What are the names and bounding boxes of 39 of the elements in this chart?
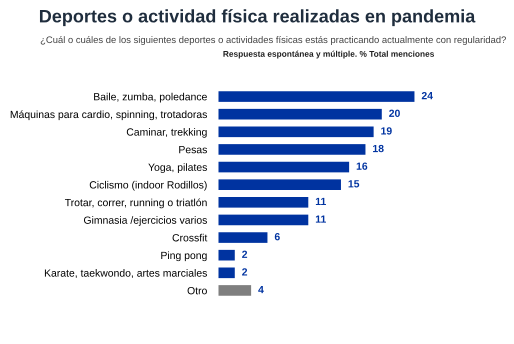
y-tick-label: Otro [188,286,207,294]
bar [218,197,308,208]
bar [218,232,268,243]
bar [218,179,341,190]
data-label: 15 [348,180,360,188]
data-label: 2 [242,268,248,276]
data-label: 19 [381,127,392,135]
y-tick-label: Pesas [179,146,207,154]
y-tick-label: Gimnasia /ejercicios varios [84,216,207,226]
chart-title: Deportes o actividad física realizadas en pandemia [40,9,476,26]
data-label: 11 [316,198,326,206]
bar [218,250,235,260]
data-label: 6 [274,232,280,240]
bar [218,268,235,278]
bar [218,108,382,120]
data-label: 11 [316,215,326,223]
bar [218,91,414,102]
bar [218,285,252,296]
y-tick-label: Yoga, pilates [148,163,207,173]
data-label: 24 [422,92,433,100]
y-tick-label: Máquinas para cardio, spinning, trotadoras [10,110,207,120]
y-tick-label: Karate, taekwondo, artes marciales [44,269,207,278]
data-label: 20 [389,110,400,117]
data-label: 2 [242,250,248,258]
bar [218,126,374,138]
bar [218,162,350,172]
bar [218,144,366,155]
y-tick-label: Ping pong [161,251,207,262]
y-tick-label: Trotar, correr, running o triatlón [64,198,207,208]
y-tick-label: Ciclismo (indoor Rodillos) [90,180,207,191]
text: Respuesta espontánea y múltiple. % Total menciones [223,50,434,58]
y-tick-label: Caminar, trekking [126,128,207,138]
chart-subtitle: ¿Cuál o cuáles de los siguientes deportes o actividades físicas estás practicando actualmente con regularidad? [40,36,506,45]
data-label: 16 [356,162,368,170]
y-tick-label: Crossfit [172,234,208,242]
data-label: 4 [258,286,264,294]
data-label: 18 [373,144,384,152]
y-tick-label: Baile, zumba, poledance [94,92,207,102]
bar [218,214,308,226]
